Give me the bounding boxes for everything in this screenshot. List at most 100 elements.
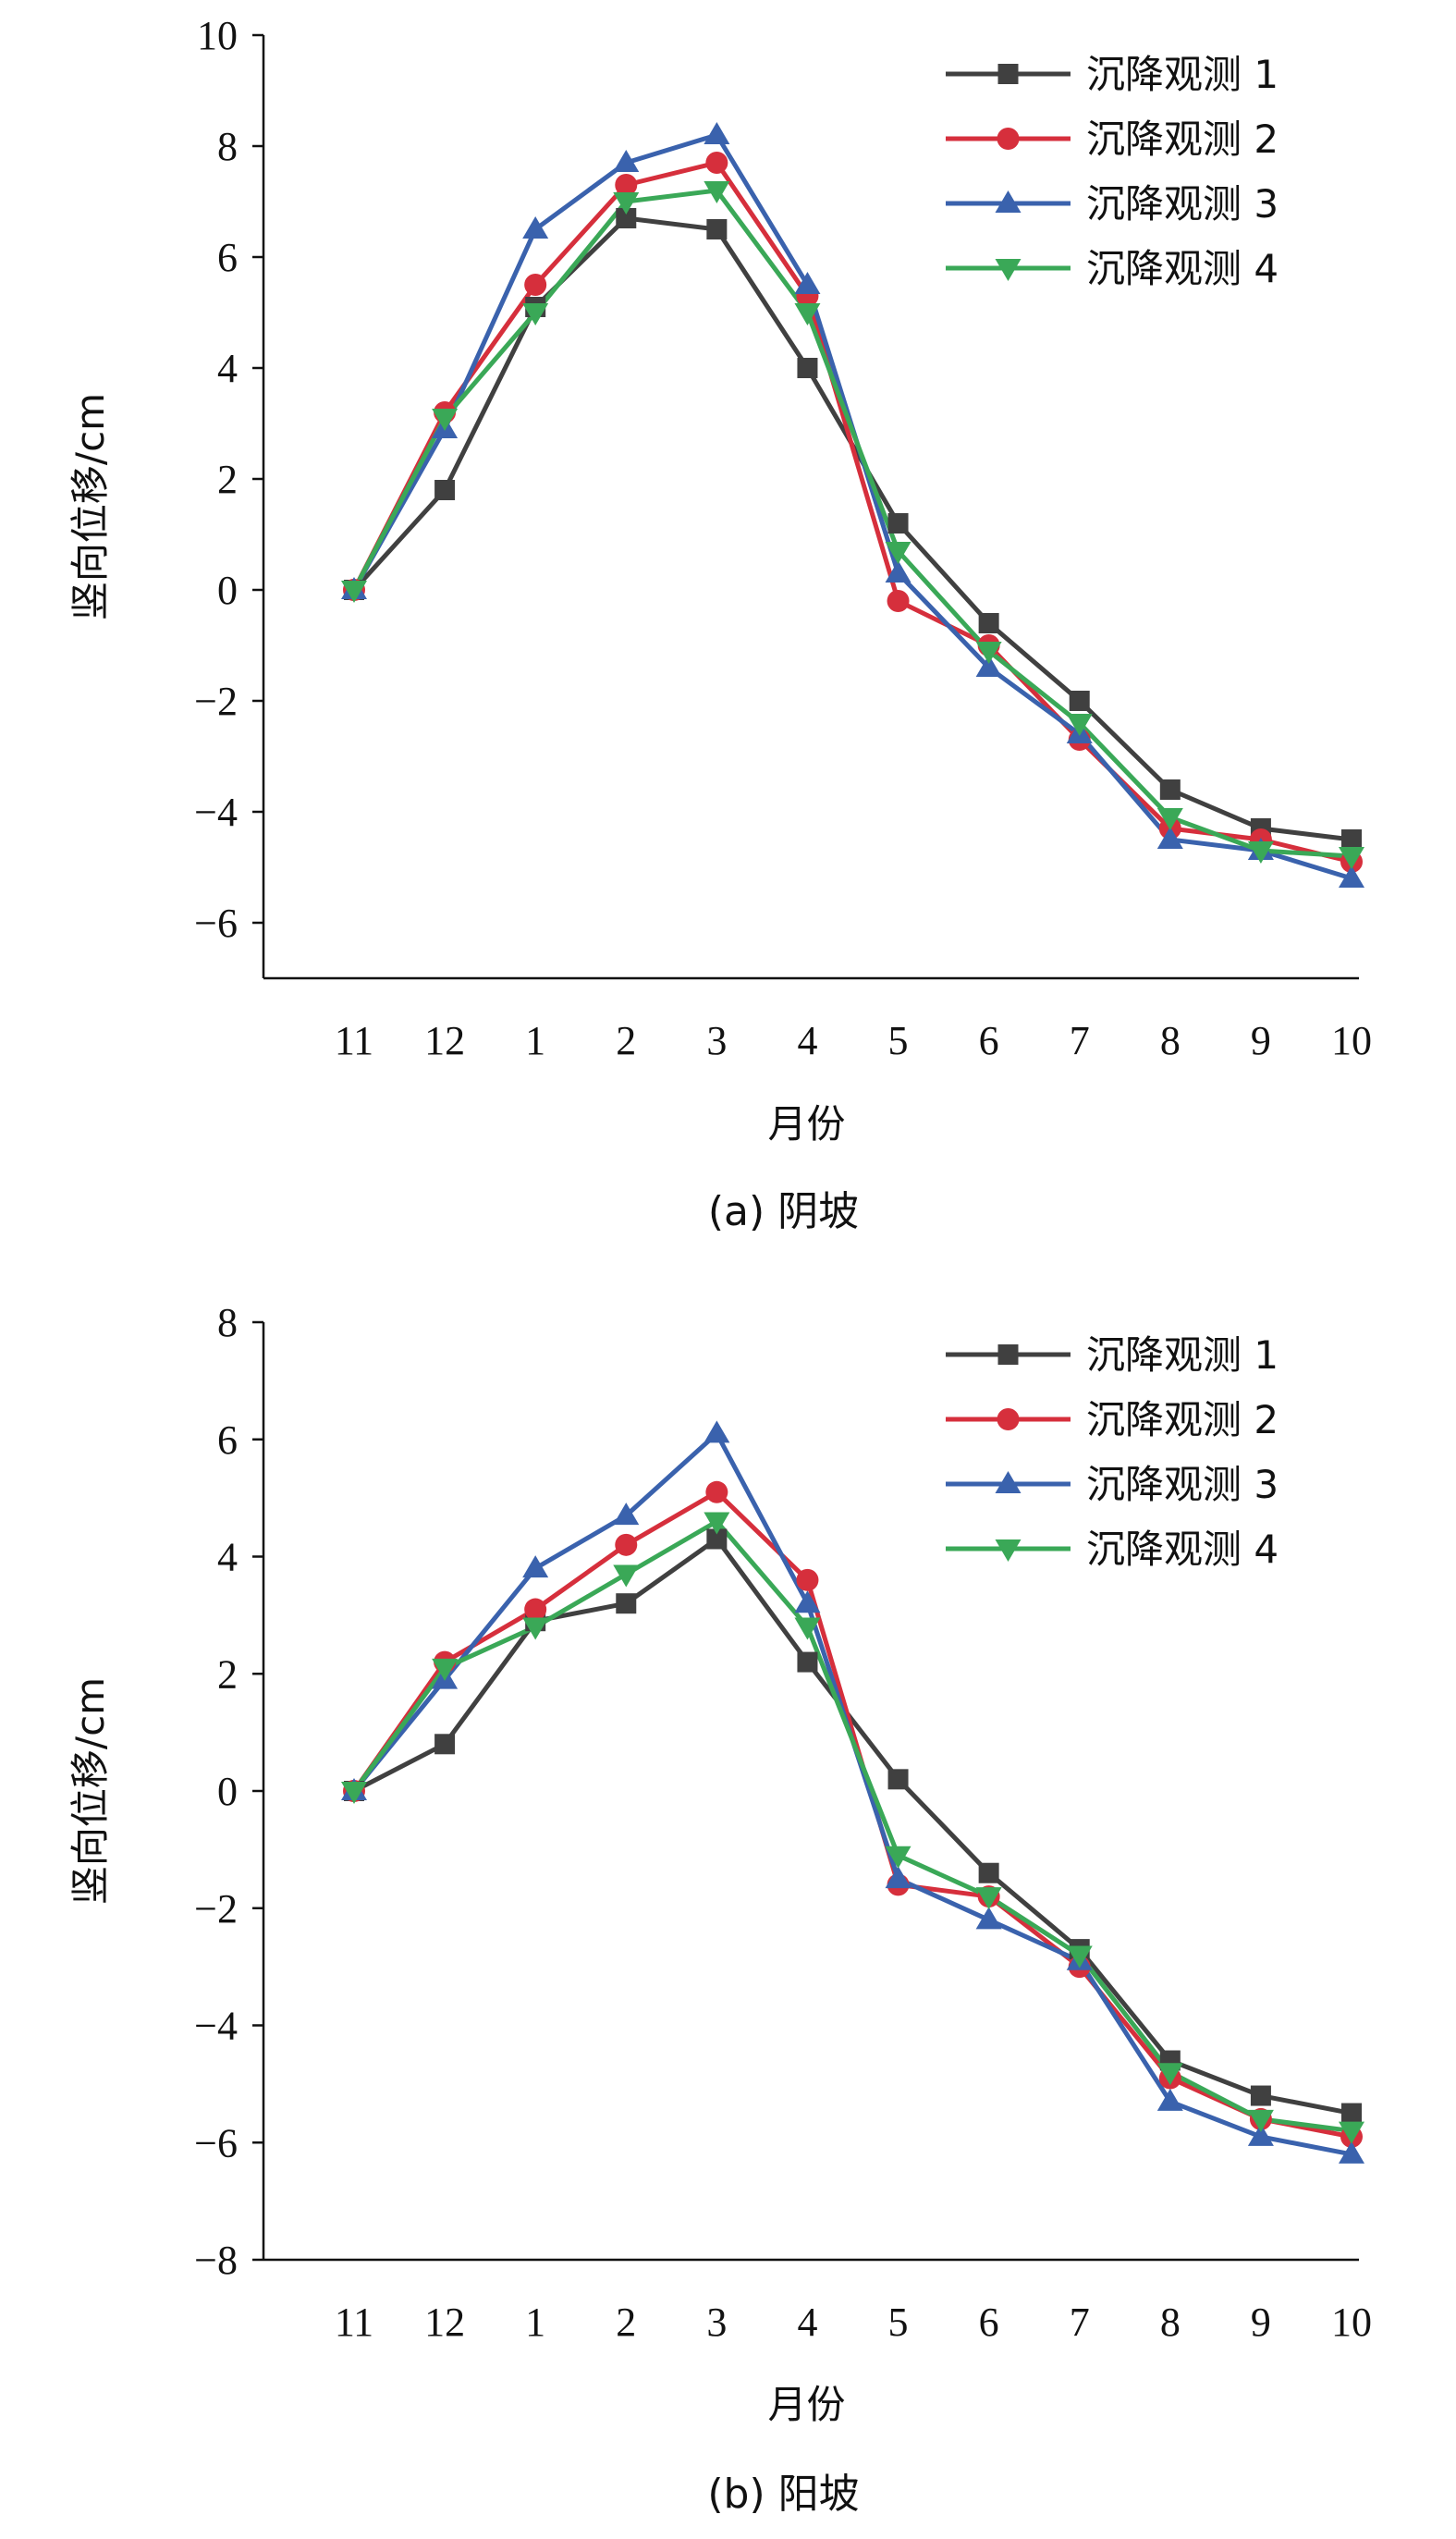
y-tick-label: −2 [194, 1886, 238, 1932]
series-4-point-8 [975, 1887, 1002, 1910]
x-tick-label: 2 [616, 1018, 636, 1063]
x-tick-label: 1 [525, 2300, 545, 2345]
x-tick-label: 3 [706, 2300, 727, 2345]
y-tick-label: 6 [217, 235, 238, 280]
series-2-point-5 [705, 152, 728, 174]
series-4-line [351, 188, 1352, 859]
x-tick-label: 11 [335, 2300, 373, 2345]
x-tick-label: 4 [797, 2300, 817, 2345]
series-4-point-4 [613, 1564, 640, 1588]
series-4-point-5 [704, 1512, 730, 1535]
series-4-point-11 [1247, 841, 1274, 864]
series-4-point-3 [522, 1617, 549, 1640]
legend-marker-4 [995, 259, 1022, 281]
legend: 沉降观测 1 沉降观测 2 沉降观测 3 沉降观测 4 [946, 1332, 1279, 1572]
series-1-point-8 [978, 613, 999, 633]
series-3-point-3 [522, 216, 549, 239]
legend-label-2: 沉降观测 2 [1086, 117, 1279, 162]
legend-marker-3 [995, 1471, 1022, 1493]
series-3-point-4 [613, 150, 640, 172]
y-tick-label: 0 [217, 568, 238, 613]
series-2-point-7 [887, 590, 910, 612]
series-1-point-8 [978, 1862, 999, 1883]
series-4-point-1 [341, 581, 367, 603]
y-tick-label: 6 [217, 1417, 238, 1463]
series-3-point-5 [704, 1420, 730, 1443]
series-3-point-12 [1339, 2140, 1364, 2164]
series-4-point-3 [522, 303, 549, 325]
series-3-point-11 [1247, 2123, 1274, 2146]
y-tick-label: 0 [217, 1769, 238, 1814]
series-3-point-7 [885, 1866, 912, 1889]
legend-marker-1 [997, 1344, 1019, 1365]
series-1-point-4 [616, 208, 637, 228]
y-tick-label: 4 [217, 1535, 238, 1580]
series-3-point-6 [794, 1590, 821, 1613]
series-3-point-5 [704, 122, 730, 144]
y-tick-label: −4 [194, 790, 238, 835]
y-axis-title: 竖向位移/cm [67, 393, 113, 620]
x-tick-label: 9 [1251, 1018, 1271, 1063]
series-1-point-6 [797, 1651, 818, 1673]
x-axis-title: 月份 [767, 1101, 845, 1147]
y-tick-label: −6 [194, 901, 238, 946]
x-tick-label: 10 [1331, 2300, 1372, 2345]
series-4-point-9 [1066, 1945, 1093, 1969]
x-tick-label: 6 [979, 1018, 999, 1063]
series-3-point-4 [613, 1503, 640, 1526]
series-1-point-11 [1250, 2085, 1271, 2106]
y-tick-label: 4 [217, 346, 238, 391]
legend-label-1: 沉降观测 1 [1086, 52, 1279, 97]
legend-label-2: 沉降观测 2 [1086, 1397, 1279, 1442]
x-tick-label: 4 [797, 1018, 817, 1063]
y-tick-label: −4 [194, 2004, 238, 2049]
series-1-point-9 [1069, 691, 1090, 711]
panel-caption: (a) 阴坡 [708, 1188, 859, 1235]
series-4-point-6 [794, 303, 821, 325]
series-1-line [352, 215, 1352, 842]
series-4-point-11 [1247, 2109, 1274, 2132]
y-axis-title: 竖向位移/cm [67, 1677, 113, 1905]
legend-label-4: 沉降观测 4 [1086, 246, 1279, 291]
x-tick-label: 8 [1160, 2300, 1181, 2345]
y-tick-label: 2 [217, 1651, 238, 1697]
series-1-point-5 [706, 219, 728, 239]
series-1-point-5 [706, 1528, 728, 1550]
series-1-point-2 [434, 1734, 456, 1755]
y-tick-label: 2 [217, 457, 238, 502]
x-tick-label: 11 [335, 1018, 373, 1063]
series-2-point-4 [615, 174, 638, 196]
x-tick-label: 5 [888, 1018, 909, 1063]
x-tick-label: 12 [424, 1018, 465, 1063]
series-4-point-1 [341, 1782, 367, 1804]
series-4-point-8 [975, 642, 1002, 664]
panel-caption: (b) 阳坡 [707, 2471, 859, 2518]
series-2-point-3 [524, 274, 547, 296]
series-1-point-2 [434, 480, 456, 500]
series-1-point-12 [1341, 829, 1362, 850]
x-axis-title: 月份 [767, 2382, 845, 2427]
x-tick-label: 6 [979, 2300, 999, 2345]
series-4-point-5 [704, 181, 730, 203]
x-tick-label: 8 [1160, 1018, 1181, 1063]
series-1-point-7 [887, 513, 909, 534]
series-1-point-10 [1159, 779, 1181, 800]
series-2-point-4 [615, 1533, 638, 1556]
series-2-point-5 [705, 1480, 728, 1503]
series-2-line [351, 160, 1352, 865]
series-3-point-12 [1339, 865, 1364, 888]
series-3-point-10 [1156, 2088, 1183, 2111]
x-tick-label: 5 [888, 2300, 909, 2345]
x-tick-label: 12 [424, 2300, 465, 2345]
y-tick-label: 10 [197, 13, 238, 58]
legend: 沉降观测 1 沉降观测 2 沉降观测 3 沉降观测 4 [946, 52, 1279, 291]
y-tick-label: 8 [217, 124, 238, 169]
series-1-point-12 [1341, 2103, 1362, 2124]
series-4-point-4 [613, 192, 640, 215]
series-3-point-8 [975, 1907, 1002, 1930]
series-3-point-7 [885, 560, 912, 583]
series-3-point-6 [794, 272, 821, 294]
series-1-point-4 [616, 1593, 637, 1614]
y-tick-label: −6 [194, 2120, 238, 2165]
